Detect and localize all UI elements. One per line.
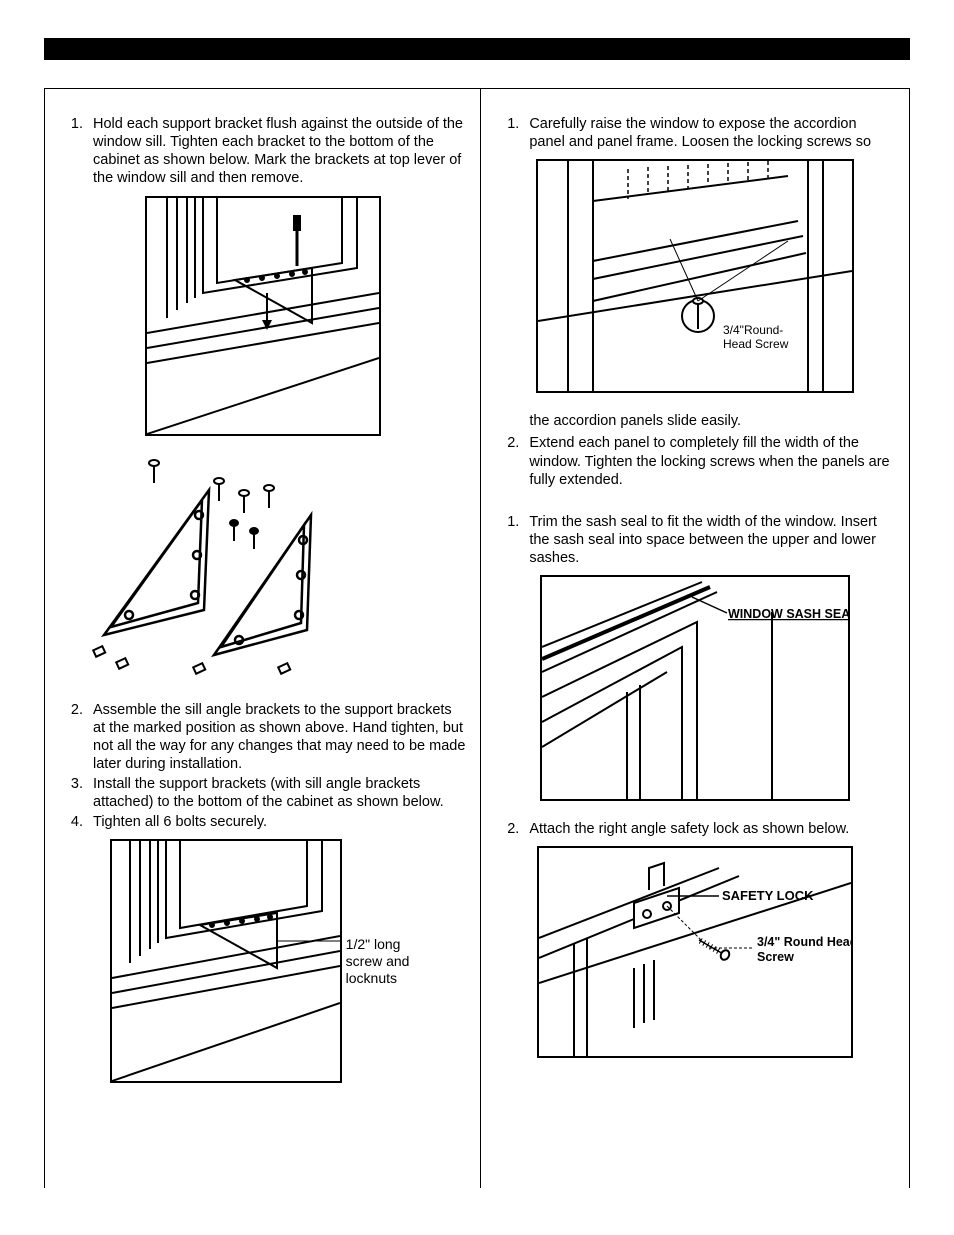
figure-brackets-exploded bbox=[59, 455, 466, 687]
left-column: Hold each support bracket flush against … bbox=[45, 89, 481, 1188]
installed-bracket-svg bbox=[112, 841, 340, 1081]
fig6-label-bot-2: Screw bbox=[757, 950, 794, 964]
right-list-c: Carefully raise the window to expose the… bbox=[495, 115, 895, 151]
header-bar bbox=[44, 38, 910, 60]
right-list-d2: Attach the right angle safety lock as sh… bbox=[495, 820, 895, 838]
figure-safety-lock: SAFETY LOCK 3/4" Round Head Screw bbox=[495, 846, 895, 1063]
list-item: Tighten all 6 bolts securely. bbox=[87, 813, 466, 831]
fig6-label-top: SAFETY LOCK bbox=[722, 888, 814, 903]
fig4-label-line2: Head Screw bbox=[723, 337, 789, 351]
figure-installed-bracket: 1/2" long screw and locknuts bbox=[59, 839, 466, 1083]
figure-accordion-screw: 3/4"Round- Head Screw bbox=[495, 159, 895, 398]
left-list-b: Assemble the sill angle brackets to the … bbox=[59, 701, 466, 832]
list-item: Extend each panel to completely fill the… bbox=[523, 434, 895, 488]
brackets-exploded-svg bbox=[59, 455, 373, 687]
left-list-a: Hold each support bracket flush against … bbox=[59, 115, 466, 188]
right-list-d: Trim the sash seal to fit the width of t… bbox=[495, 513, 895, 567]
accordion-screw-svg: 3/4"Round- Head Screw bbox=[538, 161, 852, 391]
figure-bracket-sill bbox=[59, 196, 466, 441]
sash-seal-svg: WINDOW SASH SEAL bbox=[542, 577, 848, 799]
safety-lock-svg: SAFETY LOCK 3/4" Round Head Screw bbox=[539, 848, 851, 1056]
list-item: Install the support brackets (with sill … bbox=[87, 775, 466, 811]
right-column: Carefully raise the window to expose the… bbox=[481, 89, 909, 1188]
page: Hold each support bracket flush against … bbox=[0, 0, 954, 1228]
fig3-caption: 1/2" long screw and locknuts bbox=[346, 936, 416, 986]
content-frame: Hold each support bracket flush against … bbox=[44, 88, 910, 1188]
list-item: Trim the sash seal to fit the width of t… bbox=[523, 513, 895, 567]
list-item: Assemble the sill angle brackets to the … bbox=[87, 701, 466, 774]
figure-sash-seal: WINDOW SASH SEAL bbox=[495, 575, 895, 806]
list-item: Attach the right angle safety lock as sh… bbox=[523, 820, 895, 838]
fig6-label-bot-1: 3/4" Round Head bbox=[757, 935, 851, 949]
list-item: Hold each support bracket flush against … bbox=[87, 115, 466, 188]
fig4-label-line1: 3/4"Round- bbox=[723, 323, 783, 337]
right-list-c2: Extend each panel to completely fill the… bbox=[495, 434, 895, 488]
fig5-label: WINDOW SASH SEAL bbox=[728, 607, 848, 621]
list-item: Carefully raise the window to expose the… bbox=[523, 115, 895, 151]
section-c-continuation: the accordion panels slide easily. bbox=[529, 412, 895, 430]
bracket-sill-svg bbox=[147, 198, 379, 434]
